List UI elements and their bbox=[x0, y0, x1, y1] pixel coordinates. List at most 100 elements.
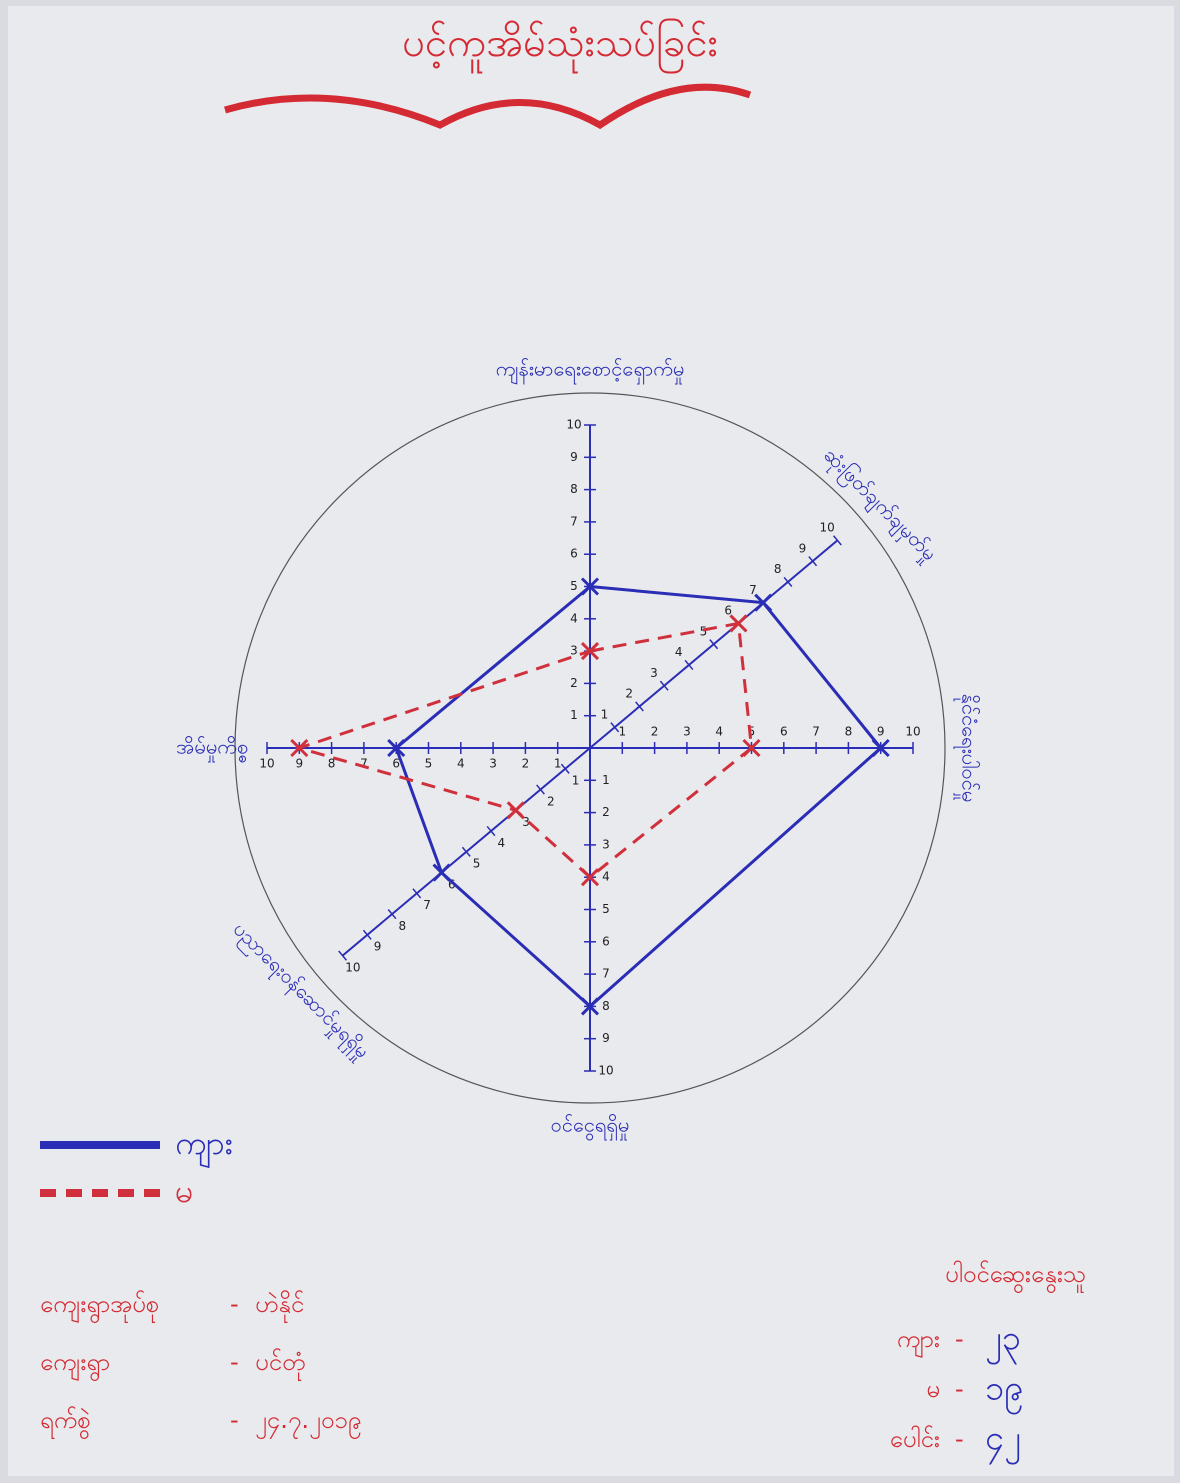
tick-label: 4 bbox=[497, 836, 505, 850]
point-marker bbox=[290, 738, 309, 758]
tick-label: 8 bbox=[399, 919, 407, 933]
participants-dash: - bbox=[955, 1325, 964, 1353]
tick-label: 9 bbox=[374, 940, 382, 954]
tick-label: 10 bbox=[820, 521, 835, 535]
tick-label: 4 bbox=[602, 870, 610, 884]
point-marker bbox=[742, 738, 761, 758]
legend-label: မ bbox=[175, 1172, 193, 1210]
tick-label: 4 bbox=[570, 611, 578, 625]
note-dash: - bbox=[230, 1348, 239, 1376]
tick-label: 5 bbox=[473, 857, 481, 871]
tick-mark bbox=[659, 680, 669, 691]
tick-label: 9 bbox=[570, 450, 578, 464]
tick-label: 8 bbox=[602, 999, 610, 1013]
note-value: ၂၄.၇.၂၀၁၉ bbox=[255, 1406, 361, 1439]
tick-mark bbox=[362, 929, 372, 940]
tick-label: 5 bbox=[748, 725, 756, 739]
tick-mark bbox=[610, 722, 620, 733]
tick-label: 1 bbox=[554, 757, 562, 771]
tick-label: 3 bbox=[570, 644, 578, 658]
tick-label: 8 bbox=[570, 482, 578, 496]
tick-label: 2 bbox=[570, 676, 578, 690]
axis-label: အိမ်မှုကိစ္စ bbox=[176, 735, 248, 763]
point-marker bbox=[580, 577, 600, 596]
tick-label: 8 bbox=[845, 725, 853, 739]
tick-label: 4 bbox=[675, 645, 683, 659]
tick-mark bbox=[486, 825, 496, 837]
tick-label: 9 bbox=[602, 1031, 610, 1045]
tick-label: 3 bbox=[650, 666, 658, 680]
legend-label: ကျား bbox=[175, 1124, 233, 1168]
point-marker bbox=[506, 801, 525, 820]
tick-label: 8 bbox=[328, 757, 336, 771]
tick-mark bbox=[412, 888, 422, 899]
tick-label: 4 bbox=[715, 725, 723, 739]
tick-label: 2 bbox=[522, 757, 530, 771]
tick-label: 7 bbox=[749, 583, 757, 597]
tick-mark bbox=[635, 701, 644, 712]
note-dash: - bbox=[230, 1290, 239, 1318]
point-marker bbox=[432, 863, 451, 882]
tick-label: 7 bbox=[423, 898, 431, 912]
tick-label: 10 bbox=[259, 757, 274, 771]
tick-mark bbox=[536, 784, 545, 795]
tick-label: 10 bbox=[598, 1064, 613, 1078]
tick-mark bbox=[560, 763, 570, 774]
tick-label: 7 bbox=[360, 757, 368, 771]
tick-label: 7 bbox=[602, 967, 610, 981]
participants-dash: - bbox=[955, 1375, 964, 1403]
point-marker bbox=[871, 738, 890, 758]
point-marker bbox=[580, 997, 600, 1016]
point-marker bbox=[580, 868, 600, 887]
point-marker bbox=[754, 593, 773, 612]
tick-label: 10 bbox=[905, 725, 920, 739]
tick-label: 5 bbox=[602, 902, 610, 916]
tick-label: 1 bbox=[602, 773, 610, 787]
tick-mark bbox=[461, 846, 471, 857]
axis-label: ဝင်ငွေရရှိမှု bbox=[551, 1112, 630, 1140]
tick-label: 4 bbox=[457, 757, 465, 771]
tick-label: 3 bbox=[683, 725, 691, 739]
tick-mark bbox=[783, 576, 793, 587]
participants-label: မ bbox=[926, 1375, 940, 1403]
note-dash: - bbox=[230, 1406, 239, 1434]
tick-label: 2 bbox=[651, 725, 659, 739]
tick-label: 6 bbox=[780, 725, 788, 739]
participants-label: ကျား bbox=[897, 1325, 940, 1358]
tick-label: 8 bbox=[774, 562, 782, 576]
point-marker bbox=[580, 642, 600, 661]
tick-label: 2 bbox=[625, 687, 633, 701]
outer-circle bbox=[234, 392, 946, 1104]
tick-label: 6 bbox=[392, 757, 400, 771]
tick-label: 10 bbox=[566, 418, 581, 432]
tick-mark bbox=[684, 659, 694, 671]
tick-label: 5 bbox=[425, 757, 433, 771]
tick-mark bbox=[338, 950, 347, 961]
tick-label: 1 bbox=[618, 725, 626, 739]
point-marker bbox=[387, 738, 406, 758]
participants-value: ၄၂ bbox=[985, 1419, 1021, 1465]
participants-value: ၂၃ bbox=[985, 1319, 1021, 1365]
tick-label: 3 bbox=[489, 757, 497, 771]
tick-label: 1 bbox=[601, 707, 609, 721]
tick-label: 2 bbox=[602, 805, 610, 819]
tick-mark bbox=[833, 535, 842, 546]
title-underline bbox=[224, 83, 752, 130]
participants-value: ၁၉ bbox=[985, 1369, 1023, 1415]
tick-label: 7 bbox=[570, 514, 578, 528]
tick-label: 6 bbox=[602, 934, 610, 948]
note-value: ပင်တုံ bbox=[255, 1347, 305, 1381]
tick-label: 9 bbox=[295, 757, 303, 771]
note-value: ဟဲနိုင် bbox=[255, 1289, 304, 1323]
participants-label: ပေါင်း bbox=[890, 1424, 940, 1453]
tick-label: 6 bbox=[448, 877, 456, 891]
tick-label: 9 bbox=[877, 725, 885, 739]
tick-mark bbox=[709, 639, 719, 650]
tick-label: 3 bbox=[602, 837, 610, 851]
point-marker bbox=[729, 614, 748, 633]
tick-label: 5 bbox=[570, 579, 578, 593]
tick-label: 2 bbox=[547, 794, 555, 808]
tick-label: 6 bbox=[724, 604, 732, 618]
tick-label: 6 bbox=[570, 547, 578, 561]
